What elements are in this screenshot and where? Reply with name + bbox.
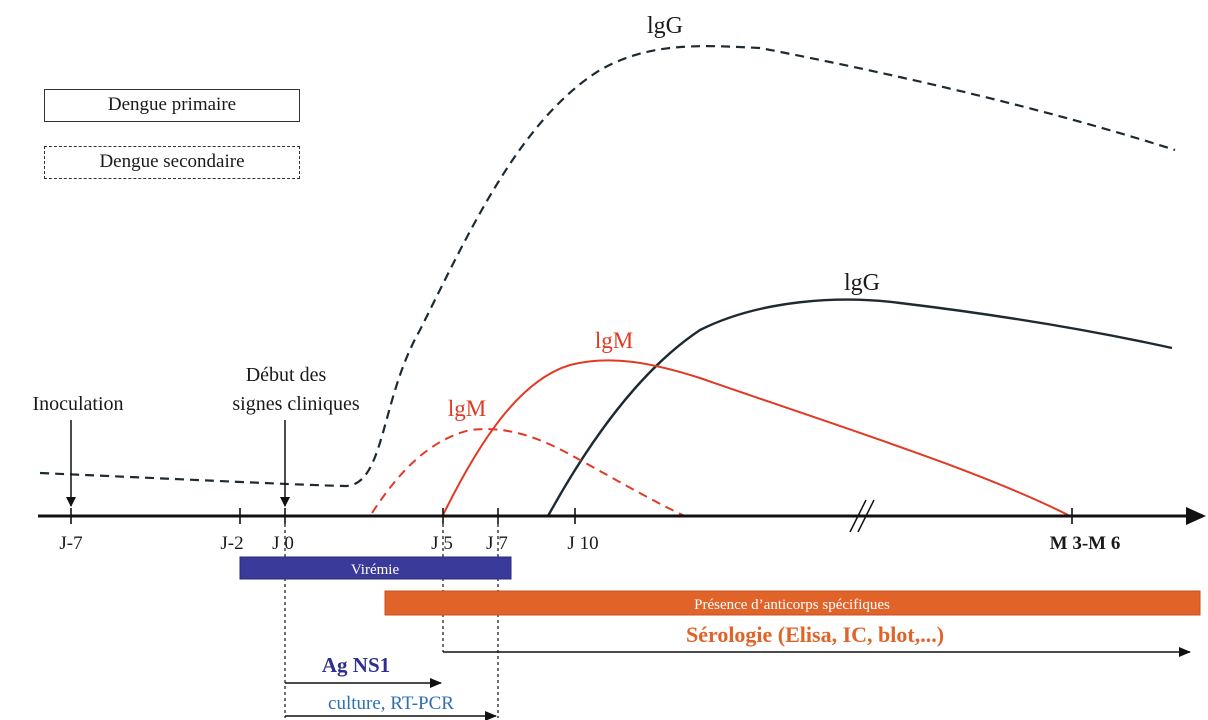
- tick-label-j-7: J-7: [59, 533, 82, 554]
- time-axis-arrowhead: [1186, 507, 1206, 525]
- igg-primary-curve: [546, 298, 1173, 517]
- onset-label-line1: Début des: [246, 364, 327, 386]
- igm-secondary-curve: [371, 428, 686, 517]
- axis-break-mark: [849, 499, 875, 533]
- igg-primary-label: lgG: [844, 270, 880, 296]
- tick-label-j0: J 0: [272, 533, 294, 554]
- tick-marks: [70, 508, 1073, 524]
- tick-label-j5: J 5: [431, 533, 453, 554]
- ns1-label: Ag NS1: [322, 653, 390, 677]
- antibody-bar: [384, 590, 1201, 616]
- viremia-bar: [239, 556, 512, 580]
- legend-primary-box: Dengue primaire: [44, 89, 300, 122]
- tick-label-m3-m6: M 3-M 6: [1050, 533, 1121, 554]
- igm-secondary-label: lgM: [448, 396, 486, 421]
- guide-lines: [284, 524, 499, 718]
- tick-label-j10: J 10: [567, 533, 598, 554]
- legend-secondary-label: Dengue secondaire: [99, 151, 245, 172]
- culture-label: culture, RT-PCR: [328, 693, 454, 714]
- igg-secondary-curve: [39, 45, 1176, 488]
- igm-primary-curve: [442, 359, 1071, 517]
- serology-label: Sérologie (Elisa, IC, blot,...): [686, 622, 944, 647]
- onset-label-line2: signes cliniques: [232, 393, 359, 415]
- legend-primary-label: Dengue primaire: [107, 94, 237, 115]
- inoculation-label: Inoculation: [32, 393, 123, 415]
- igg-secondary-label: lgG: [647, 13, 683, 39]
- tick-label-j-2: J-2: [220, 533, 243, 554]
- viremia-label: Virémie: [351, 562, 400, 578]
- tick-label-j7: J 7: [486, 533, 508, 554]
- antibody-label: Présence d’anticorps spécifiques: [694, 597, 890, 613]
- legend-secondary-box: Dengue secondaire: [44, 146, 300, 179]
- igm-primary-label: lgM: [595, 328, 633, 353]
